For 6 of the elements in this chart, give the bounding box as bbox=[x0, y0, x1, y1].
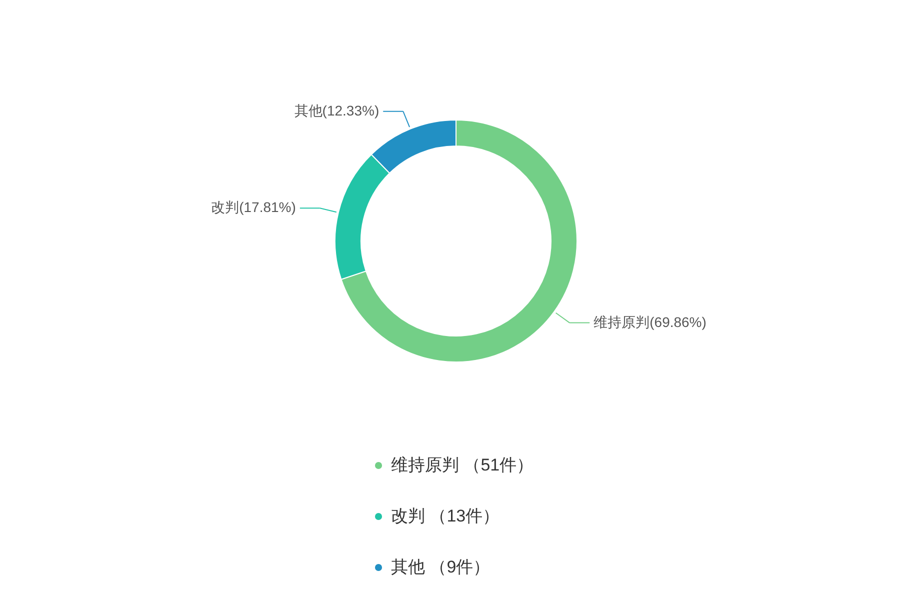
data-label: 其他(12.33%) bbox=[294, 102, 380, 118]
data-label: 维持原判(69.86%) bbox=[594, 314, 706, 330]
legend-label: 改判 （13件） bbox=[391, 506, 500, 526]
legend-label: 其他 （9件） bbox=[391, 558, 490, 576]
legend-label: 维持原判 （51件） bbox=[391, 456, 534, 474]
data-label: 改判(17.81%) bbox=[211, 199, 296, 216]
